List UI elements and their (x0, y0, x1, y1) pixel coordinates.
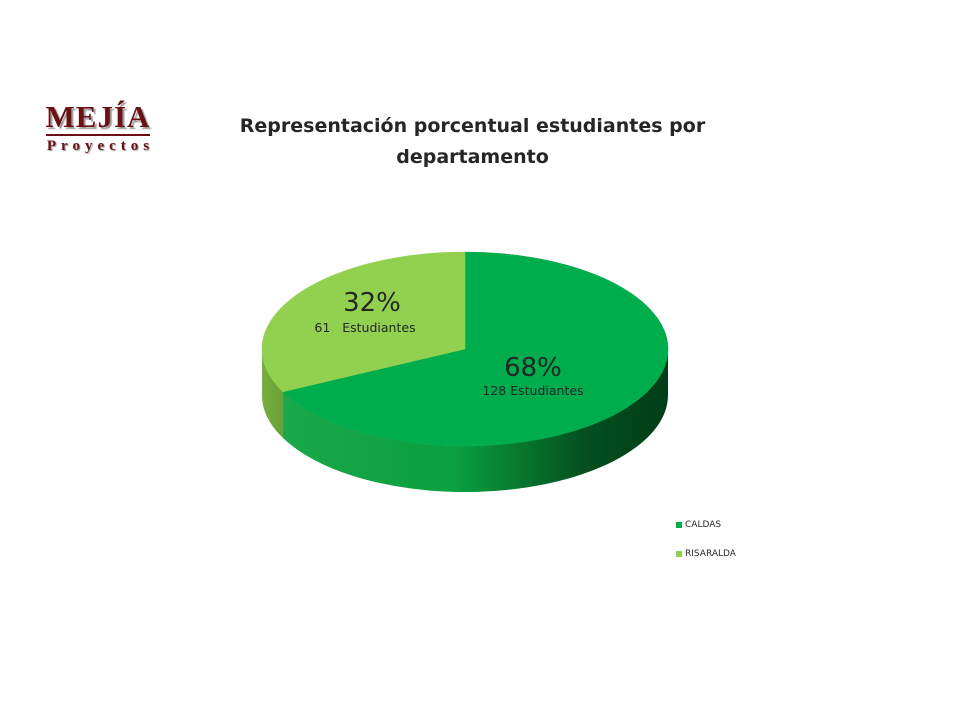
pie-slice-caldas (282, 251, 669, 447)
data-label-percent-caldas: 68% (504, 353, 562, 383)
logo-sub-text: Proyectos (46, 138, 155, 154)
legend-item-risaralda: RISARALDA (676, 547, 736, 561)
data-label-count-caldas: 128 Estudiantes (482, 383, 583, 398)
logo-main-text: MEJÍA (45, 99, 151, 134)
data-label-count-risaralda: 61 Estudiantes (314, 320, 415, 335)
legend-label: CALDAS (685, 520, 722, 530)
pie-side-caldas (282, 349, 668, 492)
legend-swatch (676, 522, 682, 528)
mejia-logo: MEJÍA Proyectos (40, 100, 156, 156)
chart-legend: CALDAS RISARALDA (676, 518, 736, 576)
legend-item-caldas: CALDAS (676, 518, 736, 532)
data-label-percent-risaralda: 32% (343, 288, 401, 318)
chart-title: Representación porcentual estudiantes po… (239, 115, 706, 168)
legend-swatch (676, 551, 682, 557)
pie-slice-risaralda (261, 251, 466, 393)
logo-divider (46, 134, 150, 136)
legend-label: RISARALDA (685, 549, 736, 559)
